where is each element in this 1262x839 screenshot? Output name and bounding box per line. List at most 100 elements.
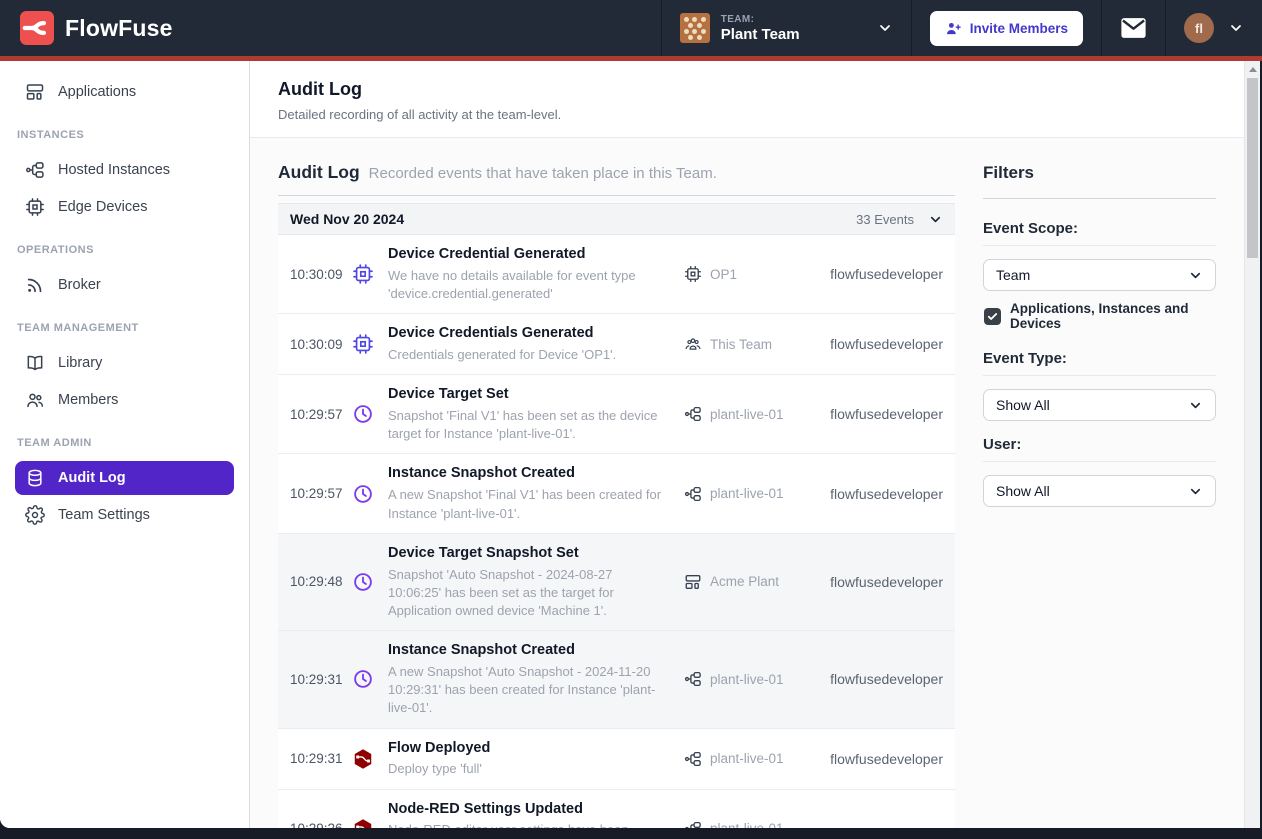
audit-event-row[interactable]: 10:29:31 Instance Snapshot Created A new… <box>278 631 955 729</box>
audit-event-row[interactable]: 10:29:57 Device Target Set Snapshot 'Fin… <box>278 375 955 455</box>
event-title: Instance Snapshot Created <box>388 642 575 659</box>
sidebar-section-team-management: TEAM MANAGEMENT <box>17 322 139 334</box>
instance-icon <box>684 670 702 688</box>
chip-icon <box>352 333 388 355</box>
team-avatar <box>679 13 710 43</box>
event-scope-label: OP1 <box>710 266 738 282</box>
event-description: Node-RED editor user settings have been … <box>388 821 684 828</box>
event-title: Node-RED Settings Updated <box>388 800 583 817</box>
section-title: Audit Log <box>278 162 360 182</box>
section-divider <box>278 195 955 196</box>
user-menu[interactable]: fl <box>1165 0 1262 56</box>
filters-panel: Filters Event Scope: Team Applications, … <box>983 162 1216 828</box>
chip-icon <box>352 263 388 285</box>
event-scope-label: plant-live-01 <box>710 671 784 687</box>
sidebar-item-broker[interactable]: Broker <box>15 268 234 302</box>
database-icon <box>25 468 45 488</box>
sidebar-item-label: Edge Devices <box>58 199 148 215</box>
sidebar-item-label: Hosted Instances <box>58 162 171 178</box>
vertical-scrollbar[interactable] <box>1244 61 1260 828</box>
event-user: flowfusedeveloper <box>830 336 943 353</box>
event-time: 10:29:57 <box>290 406 343 422</box>
event-type-select[interactable]: Show All <box>983 389 1216 421</box>
sidebar-item-applications[interactable]: Applications <box>15 75 234 109</box>
applications-icon <box>25 82 45 102</box>
chevron-down-icon <box>877 20 893 36</box>
applications-icon <box>684 573 702 591</box>
audit-event-row[interactable]: 10:29:48 Device Target Snapshot Set Snap… <box>278 533 955 632</box>
event-description: Snapshot 'Final V1' has been set as the … <box>388 408 658 442</box>
event-title: Flow Deployed <box>388 739 491 756</box>
sidebar-section-instances: INSTANCES <box>17 129 85 141</box>
event-scope-label: plant-live-01 <box>710 821 784 828</box>
event-title: Device Credentials Generated <box>388 325 594 342</box>
user-plus-icon <box>945 20 962 37</box>
audit-event-row[interactable]: 10:29:57 Instance Snapshot Created A new… <box>278 454 955 534</box>
brand[interactable]: FlowFuse <box>0 0 193 56</box>
event-scope-label: Acme Plant <box>710 574 780 590</box>
event-type-label: Event Type: <box>983 350 1216 376</box>
instance-icon <box>684 820 702 828</box>
sidebar-item-label: Members <box>58 392 119 408</box>
envelope-icon <box>1121 18 1146 38</box>
event-description: We have no details available for event t… <box>388 267 636 302</box>
day-group-header[interactable]: Wed Nov 20 2024 33 Events <box>278 203 955 235</box>
instance-icon <box>684 405 702 423</box>
event-scope-label: Event Scope: <box>983 220 1216 246</box>
audit-log-section: Audit Log Recorded events that have take… <box>278 162 955 828</box>
chip-icon <box>25 197 45 217</box>
event-time: 10:29:31 <box>290 751 343 767</box>
sidebar-item-team-settings[interactable]: Team Settings <box>15 498 234 532</box>
event-scope-label: plant-live-01 <box>710 406 784 422</box>
main-area: Audit Log Detailed recording of all acti… <box>250 61 1244 828</box>
team-selector[interactable]: TEAM: Plant Team <box>660 0 911 56</box>
event-description: Credentials generated for Device 'OP1'. <box>388 347 617 363</box>
book-icon <box>25 353 45 373</box>
user-avatar: fl <box>1184 13 1214 43</box>
sidebar-item-label: Audit Log <box>58 470 126 486</box>
clock-icon <box>352 571 388 593</box>
scroll-up-arrow-icon[interactable] <box>1249 67 1257 72</box>
event-type-value: Show All <box>996 397 1050 413</box>
sidebar-item-audit-log[interactable]: Audit Log <box>15 461 234 495</box>
event-description: A new Snapshot 'Auto Snapshot - 2024-11-… <box>388 663 656 716</box>
sidebar-item-label: Team Settings <box>58 507 150 523</box>
user-select[interactable]: Show All <box>983 475 1216 507</box>
sidebar-item-hosted-instances[interactable]: Hosted Instances <box>15 153 234 187</box>
event-scope: OP1 <box>684 265 814 283</box>
event-time: 10:29:26 <box>290 821 352 828</box>
section-heading: Audit Log Recorded events that have take… <box>278 162 955 183</box>
event-user: flowfusedeveloper <box>830 406 943 423</box>
sidebar-item-label: Library <box>58 355 103 371</box>
sidebar-item-library[interactable]: Library <box>15 346 234 380</box>
event-time: 10:30:09 <box>290 266 343 282</box>
event-scope: This Team <box>684 335 814 353</box>
instance-icon <box>684 485 702 503</box>
clock-icon <box>352 403 388 425</box>
audit-event-row[interactable]: 10:30:09 Device Credential Generated We … <box>278 235 955 315</box>
check-icon <box>987 311 998 322</box>
flowfuse-logo-icon <box>20 11 54 45</box>
invite-members-button[interactable]: Invite Members <box>929 10 1083 46</box>
event-scope-value: Team <box>996 267 1031 283</box>
sidebar-item-edge-devices[interactable]: Edge Devices <box>15 190 234 224</box>
instance-icon <box>684 750 702 768</box>
day-events-count: 33 Events <box>856 211 914 227</box>
include-children-checkbox-row[interactable]: Applications, Instances and Devices <box>984 301 1216 331</box>
gear-icon <box>25 505 45 525</box>
notifications-button[interactable] <box>1101 0 1165 56</box>
broker-signal-icon <box>25 275 45 295</box>
event-scope: plant-live-01 <box>684 405 814 423</box>
chip-icon <box>684 265 702 283</box>
audit-event-row[interactable]: 10:29:26 Node-RED Settings Updated Node-… <box>278 789 955 828</box>
sidebar-item-members[interactable]: Members <box>15 383 234 417</box>
audit-event-row[interactable]: 10:29:31 Flow Deployed Deploy type 'full… <box>278 728 955 790</box>
sidebar-item-label: Broker <box>58 277 101 293</box>
scrollbar-thumb[interactable] <box>1247 78 1258 258</box>
event-user: flowfusedeveloper <box>830 485 943 502</box>
event-scope-select[interactable]: Team <box>983 259 1216 291</box>
checkbox-checked[interactable] <box>984 307 1001 325</box>
event-scope: plant-live-01 <box>684 670 814 688</box>
event-scope-label: This Team <box>710 336 773 352</box>
audit-event-row[interactable]: 10:30:09 Device Credentials Generated Cr… <box>278 314 955 376</box>
